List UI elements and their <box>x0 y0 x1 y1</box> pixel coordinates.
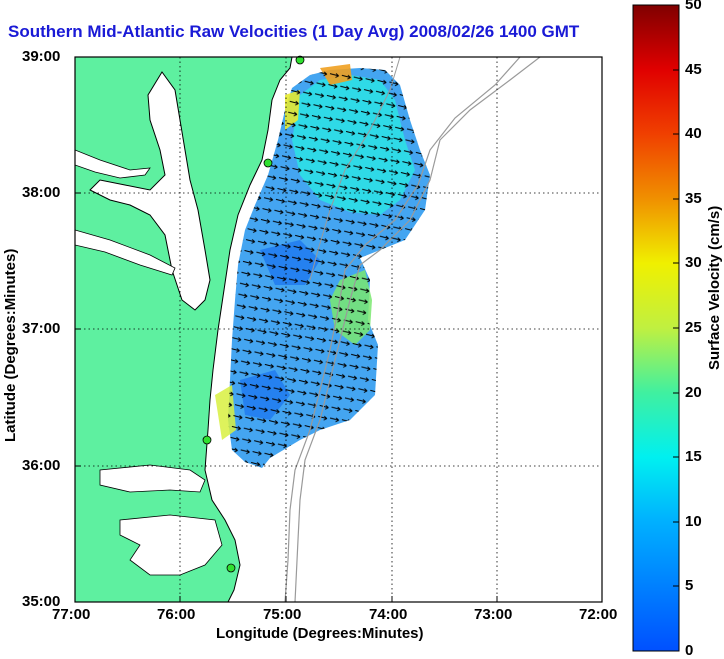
grid-lines <box>75 57 602 602</box>
colorbar-tick: 45 <box>685 61 702 78</box>
albemarle-sound <box>99 464 206 493</box>
y-tick: 35:00 <box>22 593 61 610</box>
colorbar-tick: 10 <box>685 513 702 530</box>
x-tick: 77:00 <box>52 606 91 623</box>
colorbar-tick: 15 <box>685 448 702 465</box>
bathy-contour-3 <box>309 57 401 281</box>
y-axis-label: Latitude (Degrees:Minutes) <box>2 248 19 442</box>
station-north <box>295 55 305 65</box>
x-tick: 75:00 <box>263 606 302 623</box>
map-title: Southern Mid-Atlantic Raw Velocities (1 … <box>8 22 580 41</box>
station-virginia-beach <box>202 435 212 445</box>
colorbar <box>632 4 680 652</box>
river-1 <box>75 149 151 179</box>
colorbar-tick: 50 <box>685 0 702 13</box>
y-tick: 36:00 <box>22 457 61 474</box>
y-tick: 37:00 <box>22 320 61 337</box>
x-tick: 74:00 <box>369 606 408 623</box>
x-tick: 76:00 <box>157 606 196 623</box>
colorbar-tick: 5 <box>685 577 694 594</box>
colorbar-tick: 40 <box>685 125 702 142</box>
x-tick: 72:00 <box>579 606 618 623</box>
x-axis-label: Longitude (Degrees:Minutes) <box>216 625 424 642</box>
colorbar-tick: 25 <box>685 319 702 336</box>
y-tick: 39:00 <box>22 48 61 65</box>
colorbar-tick: 35 <box>685 190 702 207</box>
station-delmarva <box>263 158 273 168</box>
bathy-contour-2 <box>284 57 521 602</box>
velocity-arrows <box>228 68 430 468</box>
y-tick: 38:00 <box>22 184 61 201</box>
colorbar-tick: 30 <box>685 254 702 271</box>
x-tick: 73:00 <box>474 606 513 623</box>
river-2 <box>75 229 176 276</box>
station-outer-banks <box>226 563 236 573</box>
colorbar-tick: 20 <box>685 384 702 401</box>
bathy-contour-1 <box>294 57 541 602</box>
colorbar-label: Surface Velocity (cm/s) <box>706 205 723 370</box>
colorbar-tick: 0 <box>685 642 694 659</box>
